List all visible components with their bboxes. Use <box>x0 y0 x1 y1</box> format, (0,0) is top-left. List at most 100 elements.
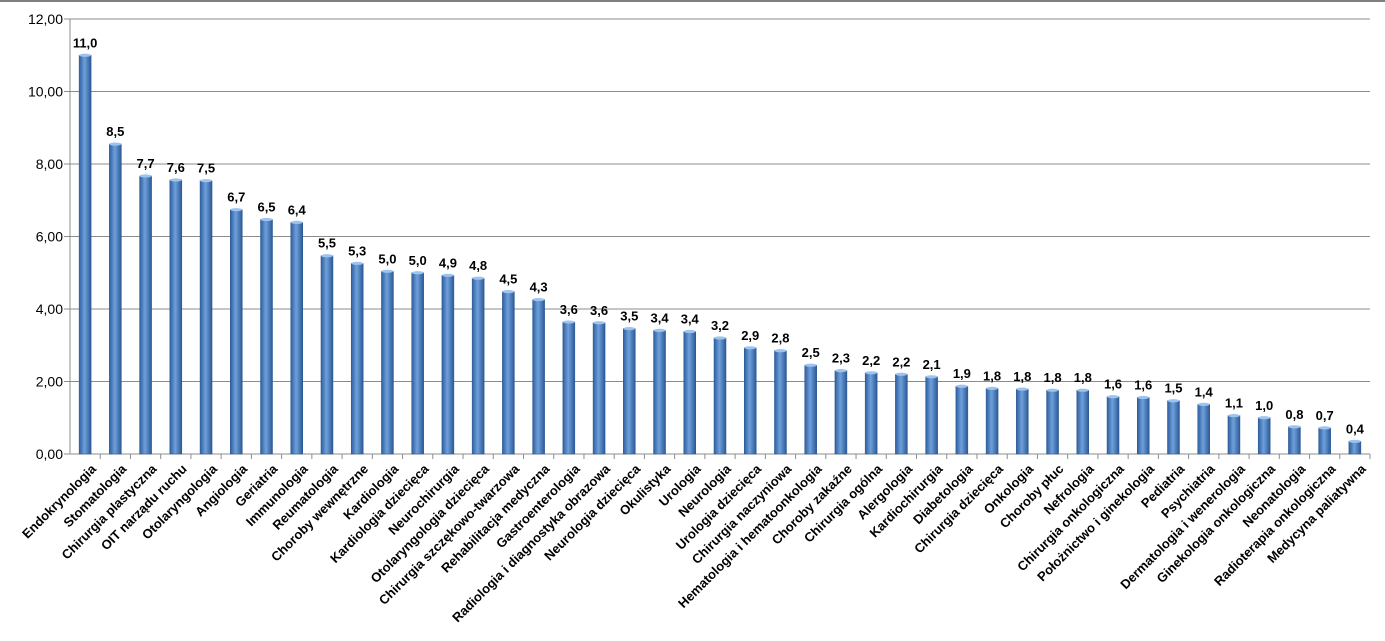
bar <box>290 222 303 455</box>
bar <box>864 372 878 455</box>
bar <box>925 376 938 455</box>
data-label: 6,4 <box>288 202 307 217</box>
bar-cap <box>1288 425 1301 429</box>
bar <box>743 347 757 455</box>
bar-cap <box>683 329 696 334</box>
bars <box>78 53 1362 455</box>
data-label: 8,5 <box>106 124 124 139</box>
bar-cap <box>1197 402 1210 406</box>
data-label: 4,9 <box>439 255 457 270</box>
bar <box>109 143 122 455</box>
bar <box>502 291 515 455</box>
data-label: 3,5 <box>620 309 638 324</box>
bar <box>895 374 908 455</box>
data-label: 4,3 <box>530 280 548 295</box>
data-label: 3,4 <box>681 311 700 326</box>
data-label: 2,9 <box>741 328 759 343</box>
bar-cap <box>1046 388 1059 392</box>
bar-cap <box>200 179 213 183</box>
bar <box>1288 426 1301 455</box>
data-label: 6,5 <box>257 199 275 214</box>
data-label: 0,7 <box>1316 408 1334 423</box>
bar <box>1348 441 1362 455</box>
y-tick-label: 12,00 <box>28 11 63 27</box>
bar-cap <box>1107 395 1120 399</box>
bar <box>955 385 969 455</box>
bar <box>653 330 666 455</box>
bar-cap <box>1076 388 1089 392</box>
data-label: 5,0 <box>378 251 396 266</box>
bar-cap <box>925 375 938 379</box>
data-label: 2,8 <box>771 331 789 346</box>
data-label: 1,0 <box>1255 398 1273 413</box>
data-label: 1,5 <box>1164 381 1182 396</box>
data-label: 1,6 <box>1134 377 1152 392</box>
bar-cap <box>1227 413 1240 418</box>
bar-cap <box>955 384 968 388</box>
bar <box>804 364 817 455</box>
data-label: 2,5 <box>802 345 820 360</box>
bar <box>441 275 455 455</box>
data-label: 2,3 <box>832 351 850 366</box>
bar-cap <box>804 363 817 367</box>
bar <box>1167 400 1180 455</box>
data-label: 7,5 <box>197 161 215 176</box>
data-label: 3,2 <box>711 318 729 333</box>
data-labels: 11,0 8,5 7,7 7,6 7,5 6,7 6,5 6,4 5,5 5,3 5,0 5,0 4,9… <box>73 35 1365 436</box>
y-tick-label: 4,00 <box>36 301 63 317</box>
bar <box>774 350 787 455</box>
bar-cap <box>139 174 152 178</box>
bar-cap <box>1167 399 1180 403</box>
data-label: 4,5 <box>499 272 517 287</box>
data-label: 4,8 <box>469 258 487 273</box>
bar <box>532 299 545 455</box>
bar-cap <box>593 321 606 325</box>
data-label: 1,1 <box>1225 396 1243 411</box>
bar-cap <box>1016 387 1029 391</box>
data-label: 7,6 <box>167 160 185 175</box>
data-label: 5,5 <box>318 236 336 251</box>
bar <box>1257 417 1271 455</box>
data-label: 1,9 <box>953 366 971 381</box>
data-label: 1,8 <box>1074 370 1092 385</box>
data-label: 1,4 <box>1195 384 1214 399</box>
data-label: 1,6 <box>1104 377 1122 392</box>
data-label: 3,4 <box>650 310 669 325</box>
bar-cap <box>1258 416 1271 420</box>
bar-cap <box>502 290 515 294</box>
data-label: 1,8 <box>1013 369 1031 384</box>
bar-cap <box>320 254 333 258</box>
data-label: 6,7 <box>227 190 245 205</box>
bar <box>562 321 576 455</box>
y-axis-tick-labels: 0,00 2,00 4,00 6,00 8,00 10,00 12,00 <box>28 11 63 462</box>
data-label: 2,2 <box>892 354 910 369</box>
bar-cap <box>895 372 908 376</box>
y-tick-label: 2,00 <box>36 374 63 390</box>
bar <box>411 272 424 455</box>
data-label: 0,4 <box>1346 421 1365 436</box>
bar <box>985 388 999 455</box>
data-label: 2,1 <box>923 357 941 372</box>
bar-cap <box>714 336 726 340</box>
bar <box>78 55 92 455</box>
bar <box>1137 397 1150 455</box>
bar-cap <box>411 271 424 275</box>
bar <box>1076 389 1090 455</box>
bar-cap <box>169 178 182 182</box>
bar <box>834 370 848 455</box>
bar-cap <box>532 297 545 302</box>
y-tick-label: 0,00 <box>36 446 63 462</box>
bar <box>381 271 394 455</box>
bar <box>1197 404 1210 455</box>
y-tick-label: 6,00 <box>36 229 63 245</box>
bar-cap <box>865 371 878 375</box>
bar-cap <box>623 326 636 331</box>
bar <box>169 179 183 455</box>
bar <box>260 219 273 455</box>
data-label: 1,8 <box>983 368 1001 383</box>
bar <box>350 263 364 455</box>
bar-cap <box>230 208 243 212</box>
bar-cap <box>381 269 394 273</box>
bar <box>199 180 213 455</box>
